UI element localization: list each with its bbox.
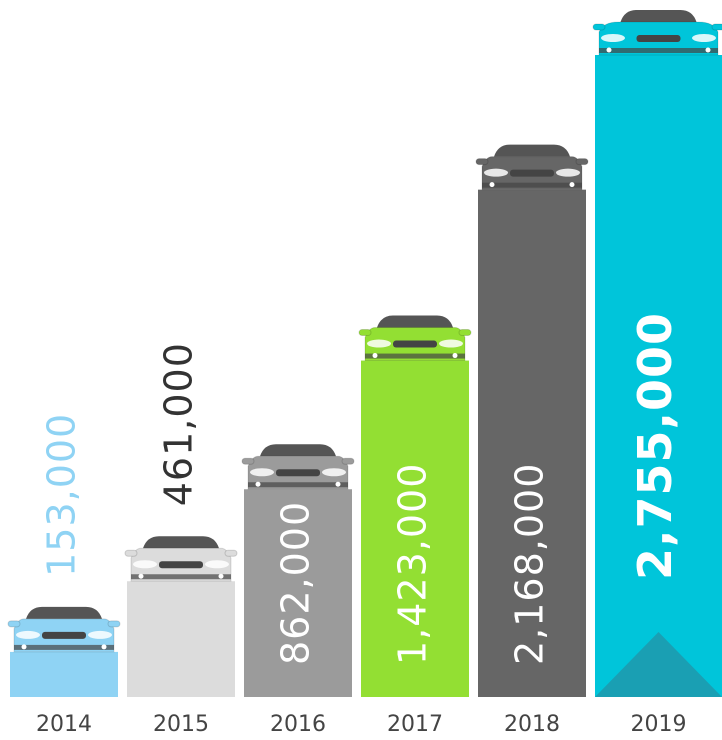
value-label: 2,755,000	[628, 312, 682, 580]
car-roof	[260, 444, 336, 457]
accent-triangle	[595, 632, 722, 697]
bumper	[248, 482, 348, 488]
mirror	[241, 457, 255, 465]
headlight	[692, 34, 716, 42]
grille	[636, 35, 681, 42]
fog-light	[606, 47, 612, 53]
car-roof	[26, 606, 102, 619]
mirror	[341, 457, 355, 465]
fog-light	[489, 182, 495, 188]
mirror	[592, 23, 606, 31]
headlight	[484, 168, 508, 177]
headlight	[133, 560, 157, 569]
value-label: 1,423,000	[391, 463, 435, 665]
headlight	[367, 339, 391, 348]
value-label: 862,000	[274, 501, 318, 665]
bumper	[131, 574, 231, 580]
x-tick-label: 2019	[631, 712, 687, 737]
bar	[478, 189, 586, 697]
bar	[127, 581, 235, 697]
car-roof	[494, 144, 570, 157]
mirror	[224, 549, 238, 557]
mirror	[575, 158, 589, 166]
car-bar: 153,000	[7, 413, 121, 697]
car-bar: 461,000	[124, 342, 238, 697]
fog-light	[138, 573, 144, 579]
bar	[10, 651, 118, 697]
bar	[595, 55, 722, 697]
headlight	[88, 630, 112, 639]
fog-light	[705, 47, 711, 53]
grille	[393, 340, 437, 348]
value-label: 461,000	[157, 342, 201, 506]
fog-light	[335, 481, 341, 487]
headlight	[601, 34, 625, 42]
fog-light	[452, 353, 458, 359]
headlight	[322, 468, 346, 477]
fog-light	[21, 644, 27, 650]
mirror	[458, 329, 472, 337]
mirror	[711, 23, 722, 31]
car-roof	[143, 536, 219, 549]
x-tick-label: 2015	[153, 712, 209, 737]
car-bar: 1,423,000	[358, 315, 472, 697]
fog-light	[101, 644, 107, 650]
fog-light	[255, 481, 261, 487]
grille	[276, 469, 320, 477]
car-bar: 2,168,000	[475, 144, 589, 697]
fog-light	[218, 573, 224, 579]
value-label: 2,168,000	[508, 463, 552, 665]
x-tick-label: 2014	[36, 712, 92, 737]
headlight	[16, 630, 40, 639]
bar	[244, 489, 352, 697]
car-roof	[377, 315, 453, 328]
mirror	[358, 329, 372, 337]
car-roof	[620, 10, 697, 22]
mirror	[475, 158, 489, 166]
x-tick-label: 2016	[270, 712, 326, 737]
mirror	[124, 549, 138, 557]
bumper	[365, 353, 465, 359]
grille	[510, 169, 554, 177]
mirror	[107, 620, 121, 628]
x-tick-label: 2017	[387, 712, 443, 737]
headlight	[556, 168, 580, 177]
headlight	[250, 468, 274, 477]
x-tick-label: 2018	[504, 712, 560, 737]
car-bar: 862,000	[241, 444, 355, 697]
fog-light	[372, 353, 378, 359]
car-bar: 2,755,000	[592, 10, 722, 697]
grille	[159, 561, 203, 569]
value-label: 153,000	[40, 413, 84, 577]
headlight	[205, 560, 229, 569]
bumper	[14, 644, 114, 650]
bumper	[599, 48, 718, 53]
fog-light	[569, 182, 575, 188]
mirror	[7, 620, 21, 628]
bumper	[482, 182, 582, 188]
grille	[42, 631, 86, 639]
bar	[361, 360, 469, 697]
headlight	[439, 339, 463, 348]
